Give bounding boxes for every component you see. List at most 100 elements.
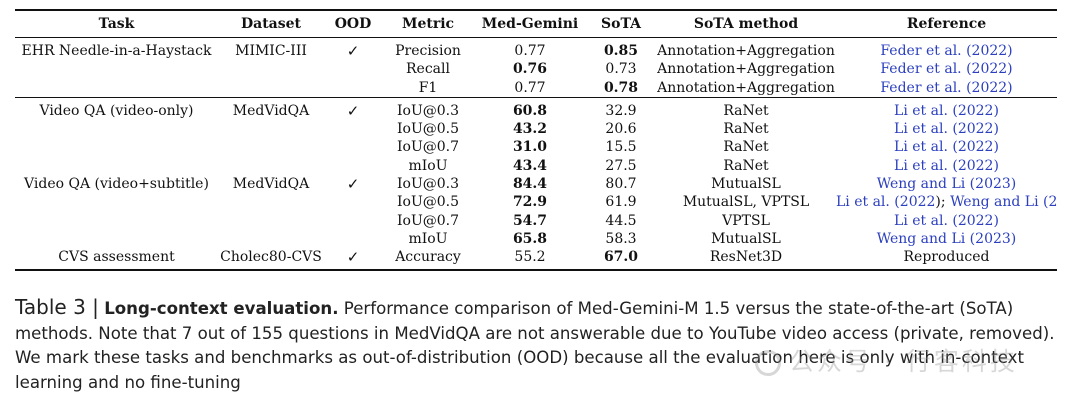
cell-dataset [218,157,324,175]
cell-metric: F1 [382,78,474,98]
reference-link[interactable]: Weng and Li (2023) [876,230,1017,247]
results-table: Task Dataset OOD Metric Med-Gemini SoTA … [15,9,1057,271]
reference-separator: ); [935,194,951,211]
table-header-row: Task Dataset OOD Metric Med-Gemini SoTA … [15,9,1057,38]
table-row: IoU@0.5 72.9 61.9 MutualSL, VPTSL Li et … [15,193,1057,211]
cell-reference: Reproduced [836,248,1057,271]
cell-ood [324,78,382,98]
watermark-text: 公众号 · 行客科技 [789,347,1018,376]
cell-med-gemini: 43.4 [512,157,548,174]
cell-dataset [218,193,324,211]
cell-med-gemini: 43.2 [512,121,548,138]
cell-reference: Li et al. (2022) [836,157,1057,175]
reference-link[interactable]: Weng and Li (2023) [876,176,1017,193]
cell-dataset: MIMIC-III [235,43,307,59]
reference-link[interactable]: Li et al. (2022) [894,157,999,174]
cell-method: VPTSL [722,212,770,229]
reference-link[interactable]: Weng and Li (2023) [950,194,1057,211]
ood-check-icon: ✓ [346,175,360,194]
results-table-container: Task Dataset OOD Metric Med-Gemini SoTA … [15,9,1057,271]
header-med-gemini: Med-Gemini [474,9,586,38]
header-sota-method: SoTA method [656,9,836,38]
cell-reference: Feder et al. (2022) [836,78,1057,98]
cell-dataset [218,230,324,248]
cell-task: Video QA (video+subtitle) [24,176,209,193]
cell-ood [324,120,382,138]
cell-dataset [218,138,324,156]
reference-link[interactable]: Feder et al. (2022) [880,61,1013,78]
cell-med-gemini: 0.77 [514,43,546,59]
ood-check-icon: ✓ [346,101,360,120]
table-row: IoU@0.7 31.0 15.5 RaNet Li et al. (2022) [15,138,1057,156]
cell-task: CVS assessment [15,248,218,271]
table-row: Recall 0.76 0.73 Annotation+Aggregation … [15,60,1057,78]
cell-med-gemini: 72.9 [512,194,548,211]
cell-med-gemini: 0.76 [512,61,548,78]
cell-reference: Li et al. (2022) [836,138,1057,156]
cell-reference: Weng and Li (2023) [836,175,1057,193]
cell-dataset [218,78,324,98]
caption-label: Table 3 | [15,295,99,319]
cell-reference: Weng and Li (2023) [836,230,1057,248]
cell-med-gemini: 31.0 [512,139,548,156]
cell-sota: 27.5 [605,157,637,174]
cell-task [15,78,218,98]
cell-method: MutualSL [711,230,781,247]
cell-method: Annotation+Aggregation [657,43,835,59]
cell-ood [324,230,382,248]
header-ood: OOD [324,9,382,38]
cell-sota: 67.0 [586,248,656,271]
table-row: mIoU 65.8 58.3 MutualSL Weng and Li (202… [15,230,1057,248]
cell-sota: 32.9 [605,102,637,119]
reference-link[interactable]: Li et al. (2022 [836,194,936,211]
table-row: EHR Needle-in-a-Haystack MIMIC-III ✓ Pre… [15,38,1057,61]
cell-method: ResNet3D [656,248,836,271]
reference-link[interactable]: Li et al. (2022) [894,102,999,119]
cell-sota: 44.5 [605,212,637,229]
wechat-logo-icon [755,350,781,376]
cell-metric: IoU@0.7 [396,212,460,229]
reference-link[interactable]: Li et al. (2022) [894,121,999,138]
cell-med-gemini: 0.77 [474,78,586,98]
cell-reference: Feder et al. (2022) [836,38,1057,61]
cell-metric: Accuracy [382,248,474,271]
cell-reference: Li et al. (2022); Weng and Li (2023) [836,193,1057,211]
table-row: IoU@0.7 54.7 44.5 VPTSL Li et al. (2022) [15,212,1057,230]
cell-task [15,138,218,156]
cell-metric: Recall [406,61,450,78]
cell-reference: Li et al. (2022) [836,212,1057,230]
cell-med-gemini: 55.2 [474,248,586,271]
cell-sota: 0.73 [605,61,637,78]
cell-task [15,193,218,211]
cell-reference: Li et al. (2022) [836,120,1057,138]
cell-sota: 61.9 [605,194,637,211]
cell-sota: 15.5 [605,139,637,156]
table-row: mIoU 43.4 27.5 RaNet Li et al. (2022) [15,157,1057,175]
cell-method: RaNet [723,121,769,138]
cell-task [15,60,218,78]
cell-reference: Li et al. (2022) [836,97,1057,120]
ood-check-icon: ✓ [346,42,360,60]
table-row: IoU@0.5 43.2 20.6 RaNet Li et al. (2022) [15,120,1057,138]
cell-method: RaNet [723,102,769,119]
reference-link[interactable]: Feder et al. (2022) [880,43,1013,59]
cell-metric: IoU@0.5 [396,194,460,211]
cell-metric: mIoU [408,230,448,247]
reference-link[interactable]: Feder et al. (2022) [880,79,1013,96]
cell-dataset [218,120,324,138]
cell-dataset: MedVidQA [232,102,310,119]
cell-med-gemini: 84.4 [512,176,548,193]
reference-link[interactable]: Li et al. (2022) [894,139,999,156]
cell-method: RaNet [723,157,769,174]
cell-method: MutualSL, VPTSL [682,194,810,211]
caption-title: Long-context evaluation. [104,299,339,318]
table-row: F1 0.77 0.78 Annotation+Aggregation Fede… [15,78,1057,98]
cell-method: RaNet [723,139,769,156]
header-sota: SoTA [586,9,656,38]
cell-metric: Precision [395,43,461,59]
header-task: Task [15,9,218,38]
reference-link[interactable]: Li et al. (2022) [894,212,999,229]
cell-metric: IoU@0.7 [396,139,460,156]
cell-dataset: Cholec80-CVS [218,248,324,271]
header-metric: Metric [382,9,474,38]
